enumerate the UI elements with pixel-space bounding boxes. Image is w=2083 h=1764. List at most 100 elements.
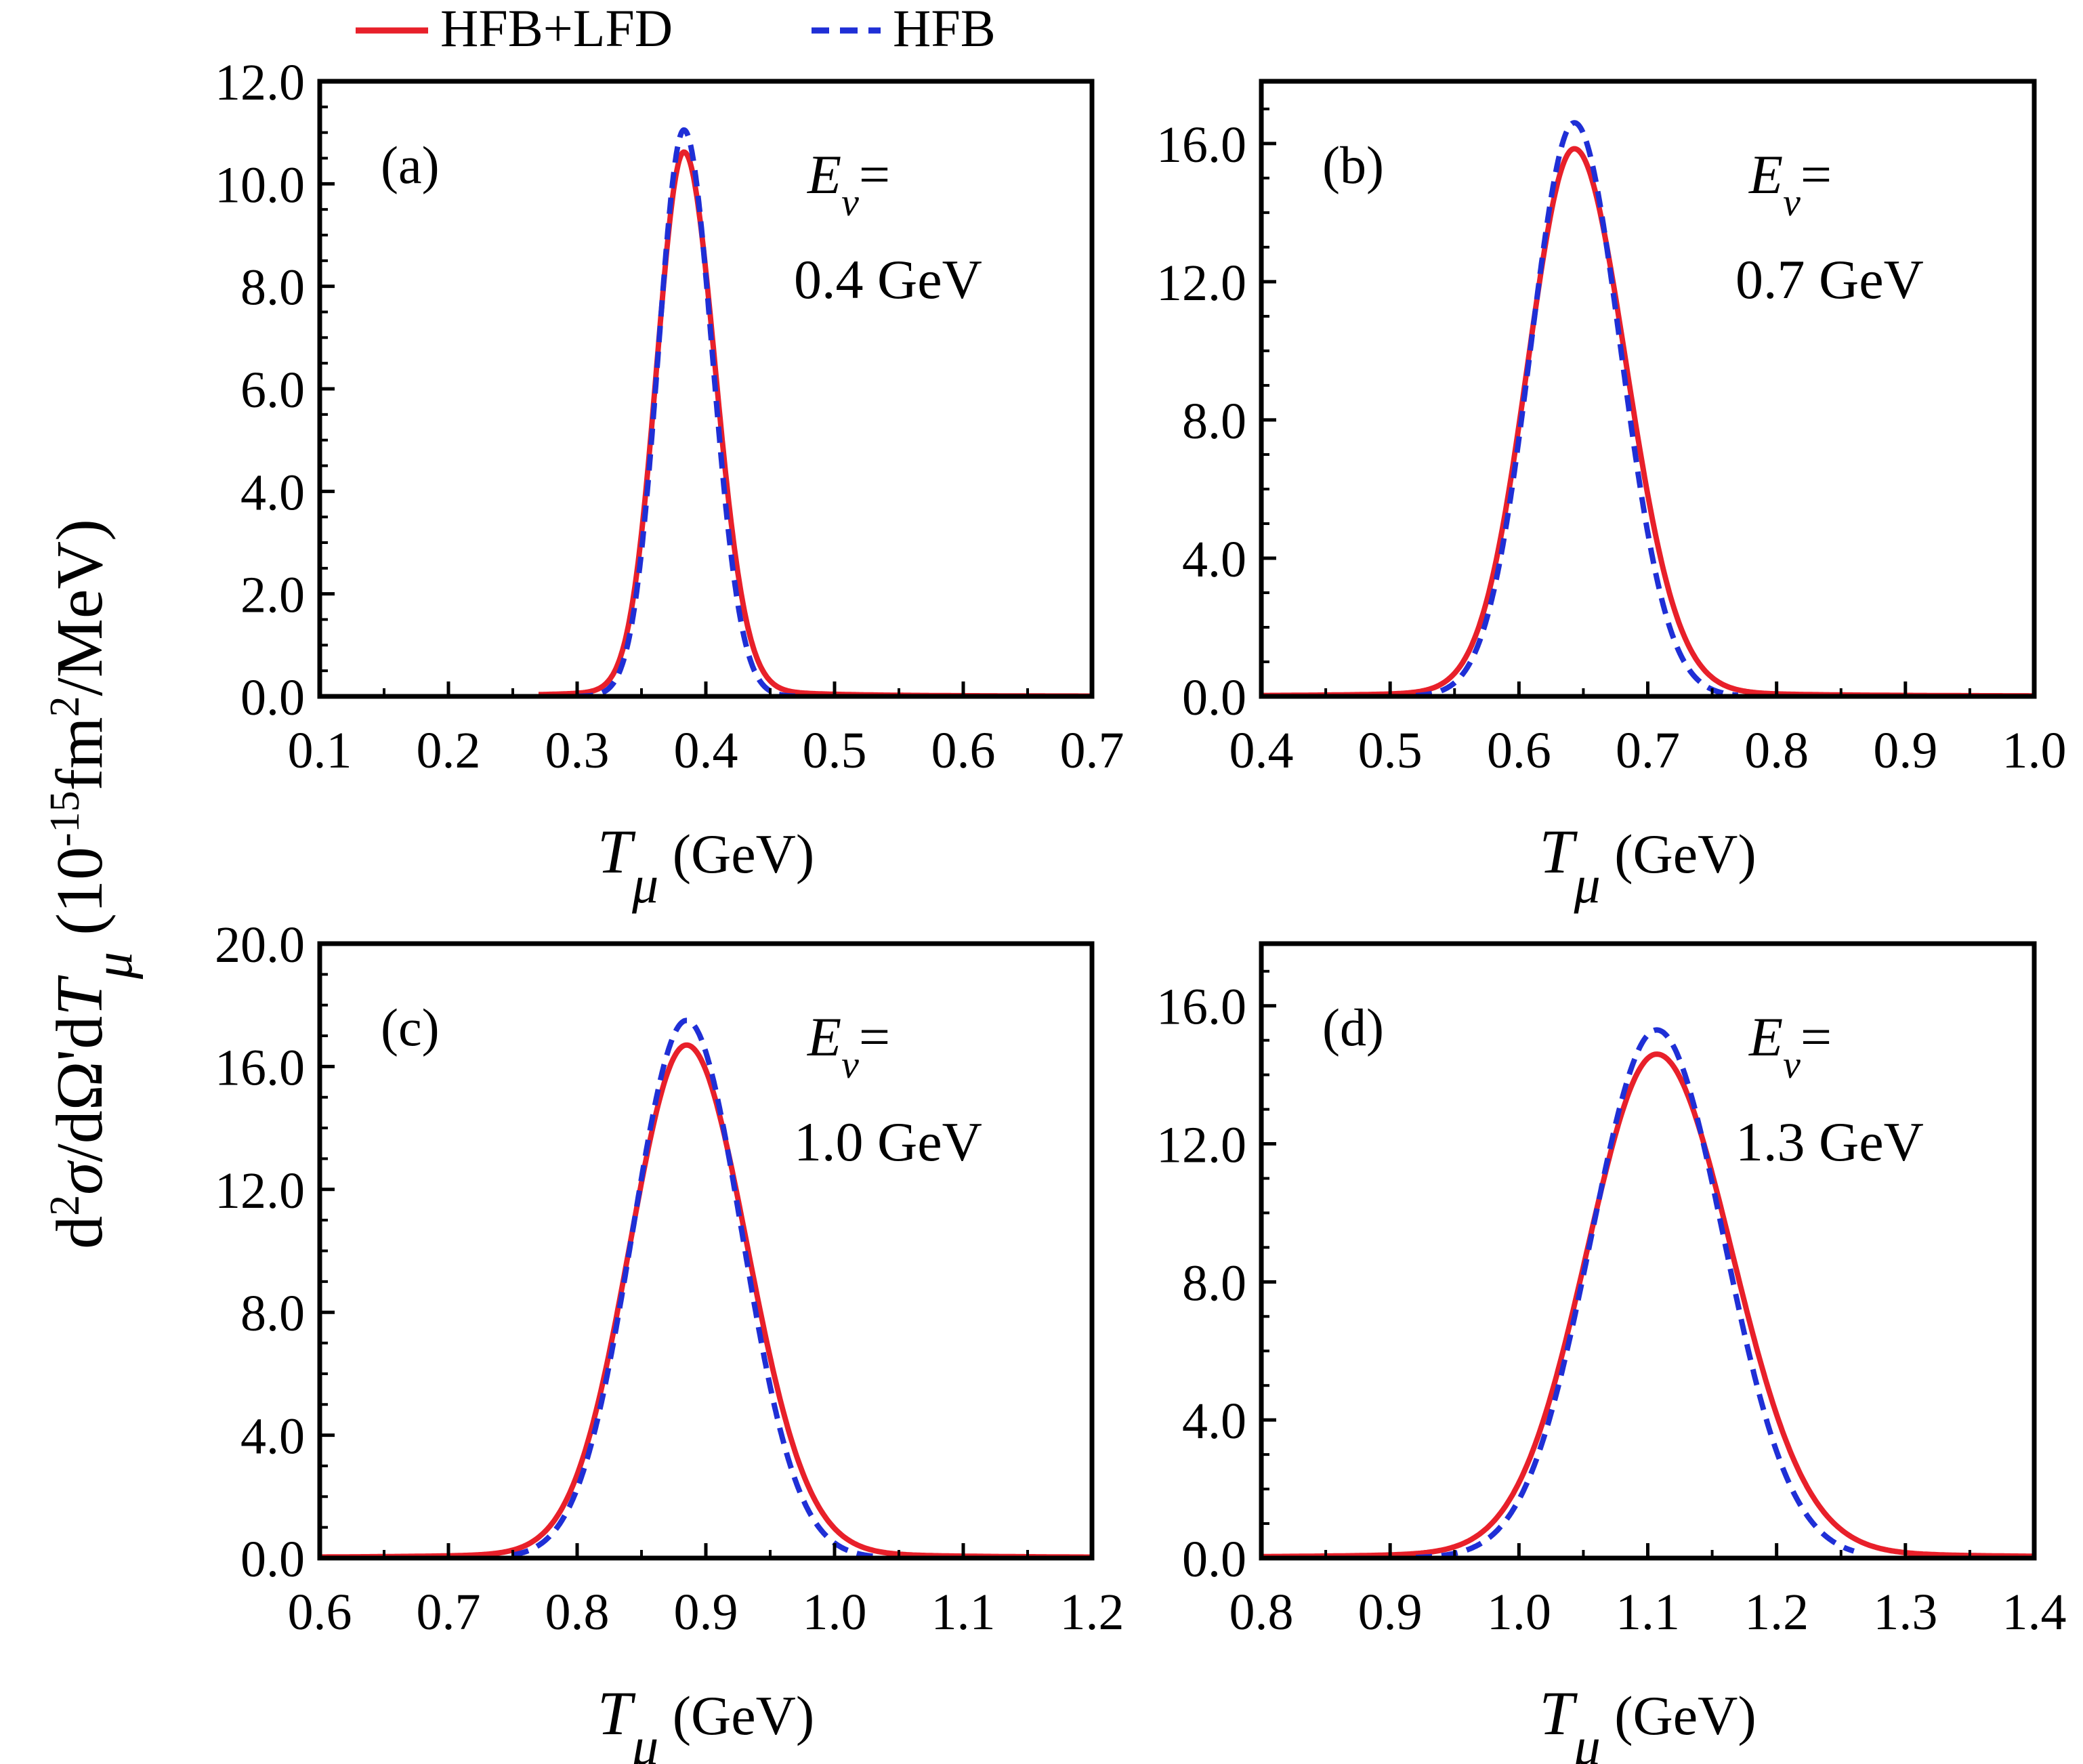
panel-b-series-hfb-lfd [1261, 146, 2034, 696]
legend: HFB+LFD HFB [356, 0, 996, 58]
panel-d-series-hfb [1414, 1027, 1856, 1558]
panel-a-energy-symbol: Ev= [807, 144, 890, 224]
panel-c-ytick-label: 8.0 [240, 1285, 305, 1342]
panel-b-ytick-label: 16.0 [1156, 117, 1246, 173]
y-label-fm-exp: 2 [42, 696, 88, 717]
panel-a-x-label-unit: (GeV) [658, 823, 814, 885]
panel-a-label: (a) [381, 135, 440, 194]
panel-d-energy-e: E [1748, 1006, 1783, 1068]
panel-c-x-label-t: T [597, 1679, 636, 1748]
panel-d-xtick-label: 1.0 [1487, 1584, 1551, 1641]
panel-a-ytick-label: 8.0 [240, 259, 305, 316]
panel-a-series-hfb [574, 127, 799, 696]
panel-d-energy-value: 1.3 GeV [1735, 1111, 1924, 1173]
panel-c-xtick-label: 1.2 [1060, 1584, 1124, 1641]
panel-c: 0.6 0.7 0.8 0.9 1.0 1.1 1.2 0.0 4.0 8.0 12.0 16.0 20… [215, 917, 1124, 1764]
panel-c-ytick-label: 16.0 [215, 1039, 305, 1096]
panel-c-label: (c) [381, 998, 440, 1057]
panel-a-energy-eq: = [859, 144, 890, 205]
panel-d-x-label-unit: (GeV) [1601, 1685, 1756, 1746]
y-label-mid: /dΩ'd [43, 1016, 117, 1162]
y-label-mu: μ [84, 952, 144, 980]
y-label-sup: 2 [42, 1195, 88, 1216]
panel-b-xtick-label: 0.7 [1616, 722, 1680, 779]
panel-c-ytick-label: 4.0 [240, 1408, 305, 1465]
panel-a-ytick-label: 12.0 [215, 54, 305, 111]
panel-c-x-label-mu: μ [631, 1717, 658, 1764]
panel-d-xtick-label: 1.1 [1616, 1584, 1680, 1641]
panel-b-x-label-t: T [1539, 817, 1578, 886]
panel-a-ytick-label: 0.0 [240, 669, 305, 726]
panel-d-energy-symbol: Ev= [1748, 1006, 1832, 1087]
panels: 0.1 0.2 0.3 0.4 0.5 0.6 0.7 0.0 2.0 4.0 6.0 8.0 10.0… [215, 54, 2067, 1764]
panel-b-xtick-label: 0.6 [1487, 722, 1551, 779]
panel-c-series-hfb [511, 1017, 875, 1558]
panel-d: 0.8 0.9 1.0 1.1 1.2 1.3 1.4 0.0 4.0 8.0 12.0 16.0 (d… [1156, 941, 2067, 1764]
panel-b-series-hfb [1414, 120, 1740, 696]
panel-a-xtick-label: 0.6 [931, 722, 996, 779]
panel-a: 0.1 0.2 0.3 0.4 0.5 0.6 0.7 0.0 2.0 4.0 6.0 8.0 10.0… [215, 54, 1124, 914]
panel-c-x-axis-label: Tμ (GeV) [597, 1679, 814, 1764]
y-label-open: (10 [43, 847, 117, 952]
panel-b-energy-symbol: Ev= [1748, 144, 1832, 224]
panel-c-x-label-unit: (GeV) [658, 1685, 814, 1746]
panel-a-x-axis-label: Tμ (GeV) [597, 817, 814, 914]
panel-c-energy-e: E [807, 1006, 841, 1068]
panel-c-energy-symbol: Ev= [807, 1006, 890, 1087]
y-label-fm: fm [43, 717, 117, 791]
panel-d-xtick-label: 0.8 [1229, 1584, 1294, 1641]
panel-b-energy-e: E [1748, 144, 1783, 205]
panel-d-ytick-label: 0.0 [1182, 1531, 1246, 1588]
panel-b-energy-value: 0.7 GeV [1735, 249, 1924, 310]
panel-b: 0.4 0.5 0.6 0.7 0.8 0.9 1.0 0.0 4.0 8.0 12.0 16.0 (b… [1156, 79, 2067, 914]
panel-c-ytick-label: 12.0 [215, 1162, 305, 1219]
panel-b-x-label-mu: μ [1574, 855, 1601, 914]
panel-a-energy-sub: v [841, 180, 859, 224]
panel-d-label: (d) [1322, 998, 1384, 1057]
panel-a-series-hfb-lfd [536, 149, 1092, 696]
panel-a-ytick-label: 6.0 [240, 362, 305, 419]
panel-c-ytick-label: 20.0 [215, 917, 305, 973]
panel-c-xtick-label: 1.0 [803, 1584, 867, 1641]
panel-b-xtick-label: 0.5 [1358, 722, 1423, 779]
y-label-rest: /MeV) [43, 519, 117, 696]
y-label-sigma: σ [43, 1160, 117, 1195]
panel-d-xtick-label: 1.4 [2002, 1584, 2067, 1641]
panel-a-xtick-label: 0.1 [288, 722, 352, 779]
legend-label-hfb: HFB [893, 0, 996, 58]
panel-c-xtick-label: 0.7 [417, 1584, 481, 1641]
panel-b-x-label-unit: (GeV) [1601, 823, 1756, 885]
panel-d-x-axis-label: Tμ (GeV) [1539, 1679, 1756, 1764]
panel-a-ytick-label: 2.0 [240, 567, 305, 624]
panel-c-energy-eq: = [859, 1006, 890, 1068]
panel-c-energy-sub: v [841, 1043, 859, 1087]
panel-c-xtick-label: 0.6 [288, 1584, 352, 1641]
panel-d-xtick-label: 1.3 [1873, 1584, 1937, 1641]
panel-b-energy-eq: = [1801, 144, 1832, 205]
panel-c-ytick-label: 0.0 [240, 1531, 305, 1588]
panel-d-xtick-label: 0.9 [1358, 1584, 1423, 1641]
panel-a-xtick-label: 0.5 [803, 722, 867, 779]
panel-c-energy-value: 1.0 GeV [794, 1111, 982, 1173]
panel-a-x-label-mu: μ [631, 855, 658, 914]
panel-b-energy-sub: v [1783, 180, 1801, 224]
panel-b-xtick-label: 0.4 [1229, 722, 1294, 779]
y-axis-label: d2σ/dΩ'dTμ (10-15fm2/MeV) [42, 519, 144, 1249]
panel-d-energy-sub: v [1783, 1043, 1801, 1087]
y-label-t: T [43, 975, 117, 1016]
y-label-d: d [43, 1216, 117, 1249]
panel-d-ytick-label: 4.0 [1182, 1393, 1246, 1450]
panel-b-xtick-label: 0.8 [1744, 722, 1809, 779]
panel-b-label: (b) [1322, 135, 1384, 194]
panel-c-xtick-label: 0.9 [674, 1584, 738, 1641]
legend-label-hfb-lfd: HFB+LFD [440, 0, 673, 58]
panel-d-energy-eq: = [1801, 1006, 1832, 1068]
panel-d-x-label-t: T [1539, 1679, 1578, 1748]
panel-a-xtick-label: 0.2 [417, 722, 481, 779]
panel-c-xtick-label: 1.1 [931, 1584, 996, 1641]
panel-c-xtick-label: 0.8 [545, 1584, 610, 1641]
panel-a-energy-e: E [807, 144, 841, 205]
panel-b-ytick-label: 0.0 [1182, 669, 1246, 726]
y-label-exp: -15 [42, 791, 88, 847]
